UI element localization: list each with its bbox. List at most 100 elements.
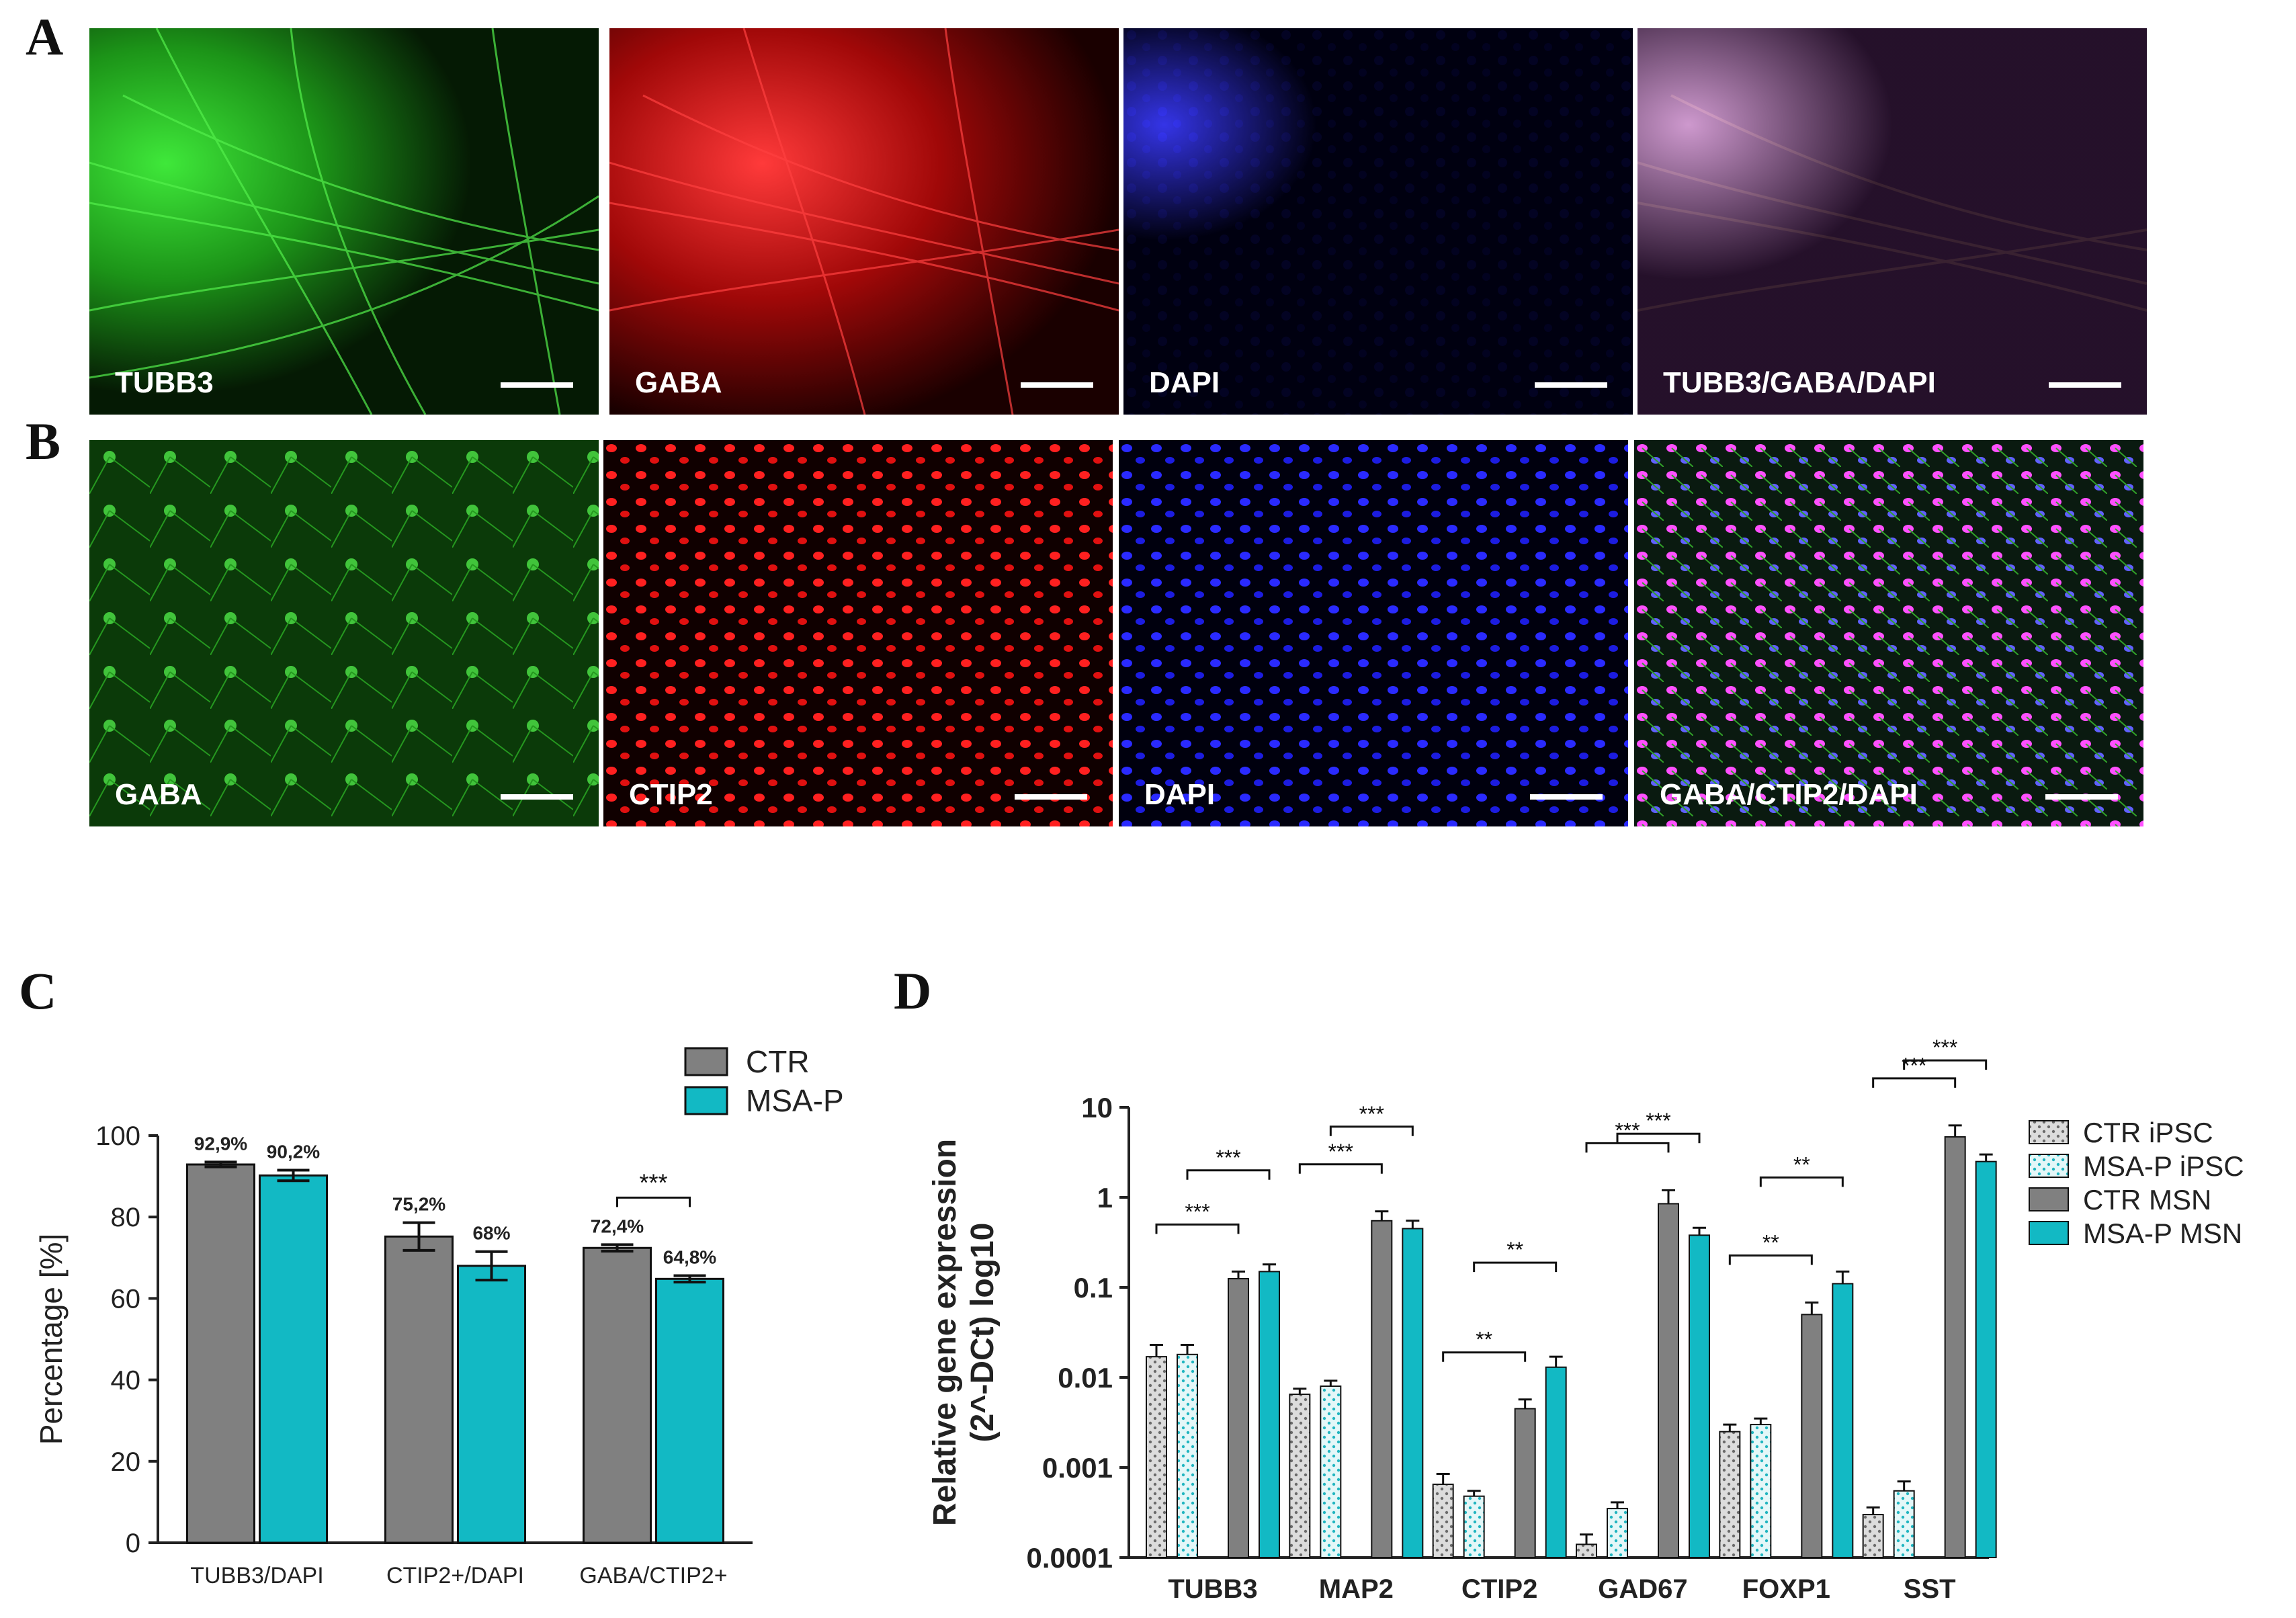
legend-swatch — [2029, 1221, 2069, 1245]
significance-label: *** — [1902, 1054, 1926, 1078]
bar — [1402, 1228, 1424, 1558]
bar — [1862, 1514, 1884, 1558]
micro-label-a-tubb3: TUBB3 — [115, 366, 214, 399]
significance-bracket — [1903, 1059, 1988, 1070]
micro-panel-b-merge: GABA/CTIP2/DAPI — [1634, 440, 2143, 826]
bar — [457, 1265, 526, 1544]
x-tick-label: FOXP1 — [1742, 1574, 1830, 1604]
micro-label-b-ctip2: CTIP2 — [629, 778, 713, 811]
legend-label: CTR MSN — [2083, 1184, 2211, 1216]
bar — [1801, 1314, 1823, 1558]
scale-bar — [501, 794, 573, 800]
bar — [1607, 1508, 1628, 1559]
significance-bracket — [1616, 1132, 1701, 1144]
significance-bracket — [1186, 1169, 1271, 1180]
legend-label: MSA-P — [746, 1083, 844, 1118]
y-axis-label-line2: (2^-DCt) log10 — [965, 1223, 1001, 1443]
micro-image-a-tubb3 — [89, 28, 599, 415]
legend-swatch — [2029, 1120, 2069, 1144]
bar — [1719, 1431, 1741, 1558]
bar — [1289, 1394, 1311, 1558]
legend-swatch — [2029, 1154, 2069, 1178]
micro-panel-b-ctip2: CTIP2 — [603, 440, 1113, 826]
y-tick-label: 0.1 — [1074, 1272, 1113, 1304]
legend-swatch — [2029, 1187, 2069, 1211]
significance-bracket — [1473, 1261, 1558, 1273]
panel-letter-b: B — [26, 412, 61, 470]
panel-letter-a: A — [26, 7, 64, 66]
bar — [384, 1235, 454, 1544]
significance-bracket — [1442, 1351, 1527, 1362]
scale-bar — [2049, 382, 2121, 388]
y-axis-label: Percentage [%] — [34, 1234, 69, 1445]
scale-bar — [1015, 794, 1087, 800]
scale-bar — [1535, 382, 1607, 388]
bar — [655, 1277, 724, 1544]
bar — [1944, 1136, 1966, 1558]
bar — [1545, 1366, 1567, 1558]
scale-bar — [1530, 794, 1603, 800]
y-tick-label: 40 — [111, 1366, 141, 1396]
micro-label-a-dapi: DAPI — [1149, 366, 1220, 399]
micro-panel-a-merge: TUBB3/GABA/DAPI — [1638, 28, 2147, 415]
significance-label: *** — [1932, 1035, 1957, 1060]
panel-letter-d: D — [894, 962, 932, 1020]
scale-bar — [501, 382, 573, 388]
x-tick-label: TUBB3/DAPI — [190, 1563, 323, 1588]
y-tick-label: 80 — [111, 1203, 141, 1232]
x-tick-label: SST — [1904, 1574, 1956, 1604]
significance-bracket — [1585, 1142, 1670, 1153]
micro-image-b-gaba — [89, 440, 599, 826]
data-label: 90,2% — [267, 1142, 320, 1162]
bar — [1463, 1495, 1485, 1558]
significance-label: *** — [1359, 1102, 1384, 1126]
micro-image-a-dapi — [1123, 28, 1633, 415]
bar — [1371, 1220, 1393, 1558]
y-tick-label: 20 — [111, 1447, 141, 1477]
micro-image-b-ctip2 — [603, 440, 1113, 826]
micro-image-a-merge — [1638, 28, 2147, 415]
significance-label: ** — [1506, 1238, 1523, 1262]
micro-label-b-gaba: GABA — [115, 778, 202, 811]
significance-label: *** — [1328, 1140, 1353, 1164]
y-tick-label: 0.01 — [1058, 1362, 1113, 1394]
bar — [1576, 1543, 1597, 1559]
bar — [1750, 1424, 1772, 1558]
significance-label: *** — [1615, 1118, 1640, 1142]
micro-image-a-gaba — [609, 28, 1119, 415]
bar — [1975, 1160, 1997, 1558]
micro-image-b-merge — [1634, 440, 2143, 826]
significance-bracket — [1155, 1223, 1240, 1234]
y-tick-label: 100 — [95, 1121, 140, 1151]
scale-bar — [2045, 794, 2118, 800]
bar — [186, 1163, 255, 1544]
bar — [1689, 1234, 1710, 1558]
bar — [1432, 1484, 1454, 1558]
significance-bracket — [1872, 1077, 1957, 1088]
y-tick-label: 0.0001 — [1027, 1542, 1113, 1574]
significance-label: *** — [639, 1168, 667, 1196]
significance-bracket — [1298, 1163, 1383, 1174]
bar — [1146, 1356, 1167, 1559]
data-label: 68% — [472, 1223, 510, 1244]
scale-bar — [1021, 382, 1093, 388]
legend-swatch — [684, 1086, 728, 1115]
x-tick-label: CTIP2 — [1461, 1574, 1537, 1604]
significance-bracket — [616, 1196, 691, 1207]
legend-label: CTR iPSC — [2083, 1117, 2213, 1148]
legend-label: MSA-P iPSC — [2083, 1150, 2244, 1182]
micro-label-a-gaba: GABA — [635, 366, 722, 399]
micro-label-b-merge: GABA/CTIP2/DAPI — [1660, 778, 1918, 811]
y-tick-label: 10 — [1081, 1092, 1113, 1123]
bar — [1832, 1283, 1854, 1558]
legend-swatch — [684, 1047, 728, 1076]
bar — [1658, 1203, 1679, 1558]
significance-label: *** — [1216, 1146, 1240, 1170]
significance-label: *** — [1185, 1199, 1209, 1224]
bar — [1893, 1490, 1915, 1559]
bar — [1228, 1278, 1249, 1558]
data-label: 64,8% — [663, 1246, 716, 1267]
bar — [1177, 1353, 1198, 1558]
micro-panel-b-dapi: DAPI — [1119, 440, 1628, 826]
micro-panel-a-gaba: GABA — [609, 28, 1119, 415]
